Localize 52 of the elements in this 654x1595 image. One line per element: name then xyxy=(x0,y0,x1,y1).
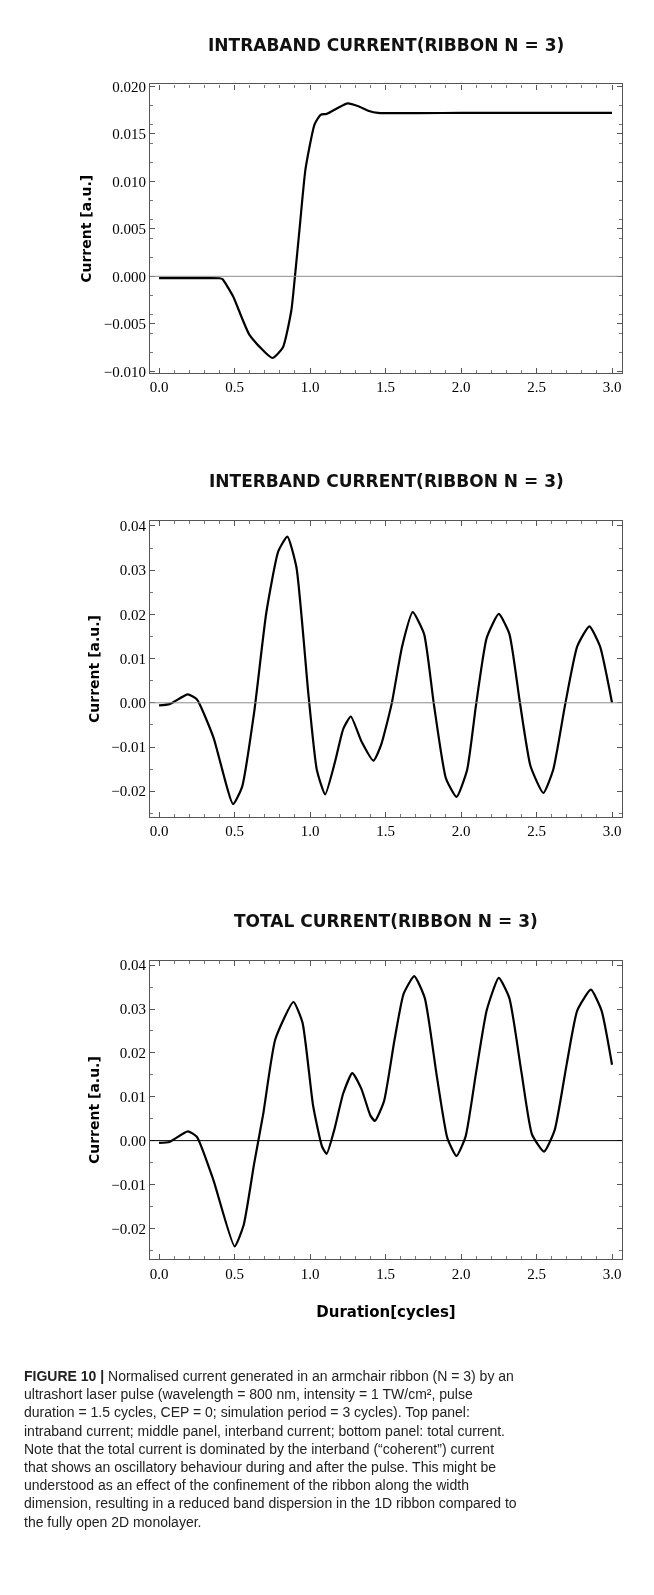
y-tick-label: 0.01 xyxy=(119,650,146,667)
y-tick-label: 0.005 xyxy=(112,221,146,238)
y-axis-title: Current [a.u.] xyxy=(85,615,102,723)
y-tick-label: −0.02 xyxy=(111,1220,146,1237)
y-tick-label: 0.015 xyxy=(112,126,146,143)
y-tick-label: −0.02 xyxy=(111,783,146,800)
x-tick-label: 2.5 xyxy=(527,379,546,396)
x-tick-label: 1.0 xyxy=(300,822,320,839)
y-axis-title: Current [a.u.] xyxy=(78,174,95,283)
y-tick-label: 0.02 xyxy=(119,606,146,623)
y-tick-label: 0.04 xyxy=(119,957,147,974)
x-tick-label: 1.0 xyxy=(300,379,320,396)
y-tick-label: 0.00 xyxy=(119,1132,146,1149)
x-tick-label: 1.0 xyxy=(300,1265,320,1282)
y-tick-label: −0.01 xyxy=(111,1176,146,1193)
x-tick-label: 0.5 xyxy=(225,1265,244,1282)
x-tick-label: 0.5 xyxy=(225,822,244,839)
x-axis-title: Duration[cycles] xyxy=(316,1302,456,1321)
y-tick-label: 0.01 xyxy=(119,1089,146,1105)
x-tick-label: 3.0 xyxy=(602,1265,622,1282)
x-tick-label: 2.5 xyxy=(527,822,546,839)
x-tick-label: 0.0 xyxy=(149,1265,169,1282)
x-tick-label: 2.0 xyxy=(451,1265,471,1282)
y-axis-title: Current [a.u.] xyxy=(85,1056,102,1165)
x-tick-label: 0.0 xyxy=(149,822,169,839)
y-tick-label: −0.01 xyxy=(111,739,146,756)
x-tick-label: 2.0 xyxy=(451,822,471,839)
y-tick-label: 0.010 xyxy=(112,173,146,190)
y-tick-label: −0.010 xyxy=(103,363,146,380)
x-tick-label: 2.0 xyxy=(451,379,471,396)
y-tick-label: 0.03 xyxy=(119,1001,146,1018)
chart-title: INTRABAND CURRENT(RIBBON N = 3) xyxy=(208,35,565,55)
y-tick-label: 0.03 xyxy=(119,562,146,579)
chart-title: INTERBAND CURRENT(RIBBON N = 3) xyxy=(209,471,564,491)
chart-title: TOTAL CURRENT(RIBBON N = 3) xyxy=(234,911,538,931)
y-tick-label: 0.020 xyxy=(112,78,146,95)
x-tick-label: 2.5 xyxy=(527,1265,546,1282)
x-tick-label: 3.0 xyxy=(602,379,622,396)
y-tick-label: −0.005 xyxy=(103,316,146,333)
x-tick-label: 0.5 xyxy=(225,379,244,396)
y-tick-label: 0.02 xyxy=(119,1045,146,1062)
line-series xyxy=(157,102,614,360)
x-tick-label: 3.0 xyxy=(602,822,622,839)
line-series xyxy=(157,535,614,806)
x-tick-label: 1.5 xyxy=(376,379,395,396)
text: FIGURE 10 | Normalised current generated in an armchair ribbon (N = 3) by an ultrashort laser pulse (wavelength = 800 nm, intensity = 1 TW/cm², pulse duration = 1.5 cycles, CEP = 0; simulation period = 3 cycles). Top panel: intraband current; middle panel, interband current; bottom panel: total current. Note that the total current is dominated by the interband (“coherent”) current that shows an oscillatory behaviour during and after the pulse. This might be understood as an effect of the confinement of the ribbon along the width dimension, resulting in a reduced band dispersion in the 1D ribbon compared to the fully open 2D monolayer. xyxy=(24,1368,517,1530)
y-tick-label: 0.000 xyxy=(112,268,146,285)
x-tick-label: 1.5 xyxy=(376,822,395,839)
x-tick-label: 1.5 xyxy=(376,1265,395,1282)
y-tick-label: 0.04 xyxy=(119,518,147,535)
y-tick-label: 0.00 xyxy=(119,695,146,712)
x-tick-label: 0.0 xyxy=(149,379,169,396)
